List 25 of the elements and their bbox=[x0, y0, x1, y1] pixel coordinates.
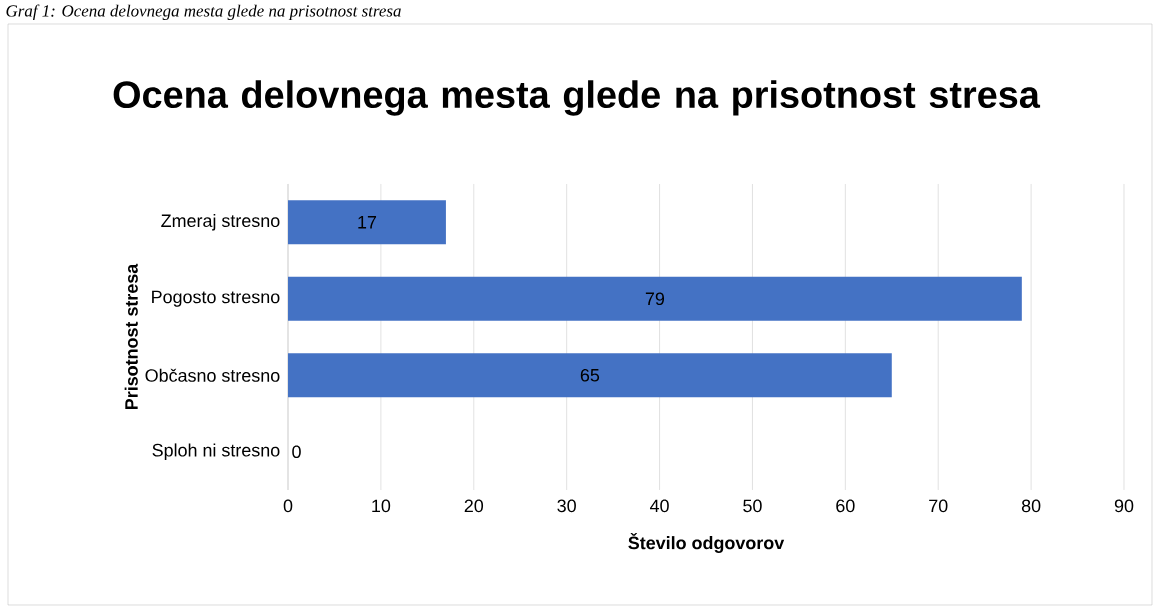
data-label: 65 bbox=[580, 368, 600, 382]
x-tick-label: 90 bbox=[1114, 499, 1134, 513]
x-tick-label: 30 bbox=[557, 499, 576, 513]
bar bbox=[288, 276, 1022, 321]
x-tick-label: 70 bbox=[929, 499, 948, 513]
data-label: 79 bbox=[645, 292, 665, 306]
x-tick-label: 50 bbox=[743, 499, 762, 513]
chart-title: Ocena delovnega mesta glede na prisotnost stresa bbox=[113, 80, 1041, 116]
x-tick-label: 10 bbox=[372, 499, 391, 513]
data-label: 0 bbox=[292, 445, 301, 459]
bar bbox=[288, 353, 892, 398]
y-tick-label: Pogosto stresno bbox=[152, 290, 280, 307]
x-tick-label: 80 bbox=[1021, 499, 1041, 513]
x-tick-label: 0 bbox=[283, 499, 293, 513]
text: Graf 1: Ocena delovnega mesta glede na prisotnost stresa bbox=[6, 4, 401, 21]
y-tick-label: Občasno stresno bbox=[145, 368, 280, 382]
x-tick-label: 20 bbox=[464, 499, 484, 513]
y-axis-title: Prisotnost stresa bbox=[124, 263, 138, 410]
x-tick-label: 40 bbox=[649, 499, 669, 513]
x-tick-label: 60 bbox=[836, 499, 855, 513]
y-tick-label: Zmeraj stresno bbox=[161, 213, 280, 231]
data-label: 17 bbox=[358, 216, 377, 229]
x-axis-title: Število odgovorov bbox=[628, 533, 785, 553]
y-tick-label: Sploh ni stresno bbox=[152, 443, 280, 461]
bar bbox=[288, 200, 446, 245]
